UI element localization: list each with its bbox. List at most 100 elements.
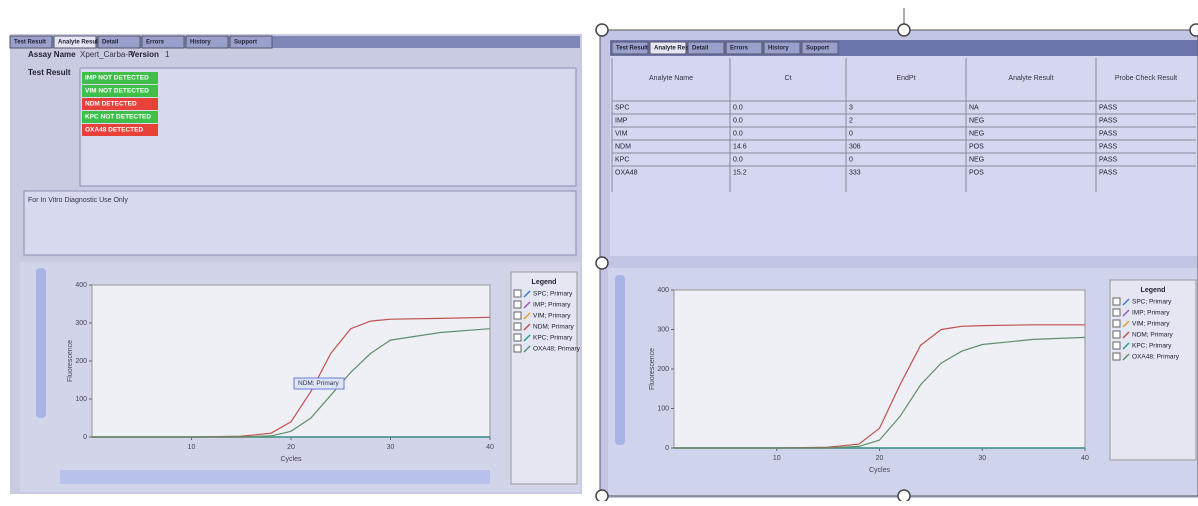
handle[interactable] [898,490,910,501]
handle[interactable] [898,24,910,36]
table-cell: PASS [1099,104,1117,111]
y-tick-label: 400 [657,287,669,294]
tooltip: NDM; Primary [298,380,340,387]
legend-label: VIM; Primary [533,313,571,320]
legend-label: NDM; Primary [533,324,575,331]
table-cell: IMP [615,117,628,124]
scrollbar [60,470,490,484]
table-cell: NEG [969,156,984,163]
y-tick-label: 200 [75,358,87,365]
legend-check [514,323,521,330]
table-cell: 306 [849,143,861,150]
result-text: NDM DETECTED [85,101,137,108]
table-cell: 0 [849,156,853,163]
handle[interactable] [596,24,608,36]
table-cell: NEG [969,117,984,124]
tab-label: Detail [692,46,709,52]
table-cell: SPC [615,104,629,111]
legend-check [514,301,521,308]
table-cell: NEG [969,130,984,137]
table-cell: POS [969,143,984,150]
handle[interactable] [1190,24,1198,36]
table-cell: KPC [615,156,629,163]
table-cell: 0.0 [733,130,743,137]
table-cell: 0.0 [733,104,743,111]
x-axis-label: Cycles [280,456,302,463]
x-tick-label: 30 [387,444,395,451]
value: 1 [165,50,170,59]
tab-label: Test Result [616,46,648,52]
result-text: KPC NOT DETECTED [85,114,151,121]
table-cell: 14.6 [733,143,747,150]
legend-check [514,312,521,319]
legend-label: VIM; Primary [1132,321,1170,328]
tab-label: History [768,46,789,52]
label: Test Result [28,68,71,77]
y-tick-label: 200 [657,366,669,373]
y-axis-label: Fluorescence [67,340,74,382]
y-tick-label: 300 [75,320,87,327]
x-tick-label: 10 [773,455,781,462]
x-tick-label: 10 [188,444,196,451]
table-cell: NA [969,104,979,111]
legend-check [1113,342,1120,349]
legend-check [1113,309,1120,316]
x-tick-label: 20 [287,444,295,451]
x-tick-label: 30 [978,455,986,462]
table-cell: PASS [1099,169,1117,176]
table-cell: 2 [849,117,853,124]
table-cell: PASS [1099,130,1117,137]
legend-check [1113,331,1120,338]
table-header: EndPt [896,75,915,82]
legend-check [1113,353,1120,360]
x-tick-label: 40 [1081,455,1089,462]
table-cell: 15.2 [733,169,747,176]
x-tick-label: 40 [486,444,494,451]
legend-label: IMP; Primary [533,302,571,309]
table-header: Ct [785,75,792,82]
table-cell: PASS [1099,117,1117,124]
note: For In Vitro Diagnostic Use Only [28,197,128,204]
y-tick-label: 0 [665,445,669,452]
legend-label: KPC; Primary [1132,343,1172,350]
y-tick-label: 300 [657,326,669,333]
table-cell: PASS [1099,143,1117,150]
screenshot: Assay Name Xpert_Carba-R Version 1 Test … [0,0,1198,501]
y-tick-label: 0 [83,434,87,441]
label: Version [130,50,159,59]
legend-check [1113,320,1120,327]
table-cell: 0 [849,130,853,137]
y-tick-label: 100 [75,396,87,403]
tab-label: Errors [730,46,749,52]
table-header: Probe Check Result [1115,75,1177,82]
table-cell: OXA48 [615,169,638,176]
legend-label: OXA48; Primary [1132,354,1180,361]
table-header: Analyte Name [649,75,693,82]
slider [615,275,625,445]
table-cell: POS [969,169,984,176]
tab-label: Analyte Result [58,40,100,46]
handle[interactable] [596,257,608,269]
value: Xpert_Carba-R [80,50,134,59]
legend-check [514,290,521,297]
y-tick-label: 100 [657,405,669,412]
legend-label: KPC; Primary [533,335,573,342]
table-cell: 0.0 [733,156,743,163]
table-cell: 0.0 [733,117,743,124]
legend-label: SPC; Primary [1132,299,1172,306]
table-cell: 3 [849,104,853,111]
tab-label: Detail [102,40,119,46]
legend-label: IMP; Primary [1132,310,1170,317]
handle[interactable] [596,490,608,501]
tab-label: Support [234,40,257,46]
plot-area [92,285,490,437]
legend-label: OXA48; Primary [533,346,581,353]
y-tick-label: 400 [75,282,87,289]
table-cell: PASS [1099,156,1117,163]
tab-label: Errors [146,40,165,46]
result-text: OXA48 DETECTED [85,127,143,134]
legend-box [1110,280,1196,460]
tab-label: History [190,40,211,46]
legend-label: NDM; Primary [1132,332,1174,339]
table-cell: VIM [615,130,628,137]
